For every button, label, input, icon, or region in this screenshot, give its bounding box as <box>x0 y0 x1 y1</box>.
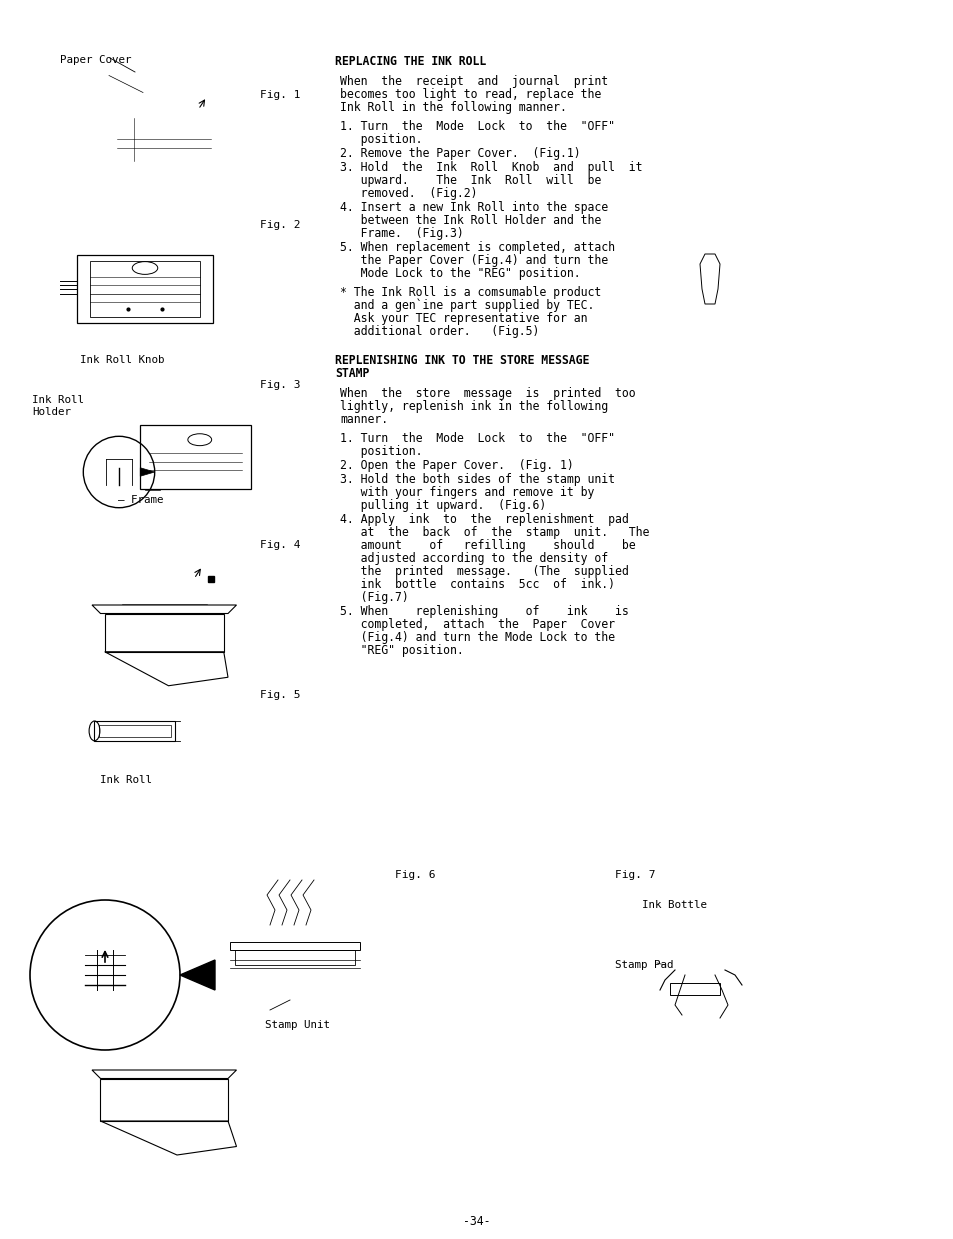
Text: 3. Hold the both sides of the stamp unit: 3. Hold the both sides of the stamp unit <box>339 473 615 486</box>
Text: 1. Turn  the  Mode  Lock  to  the  "OFF": 1. Turn the Mode Lock to the "OFF" <box>339 120 615 133</box>
Bar <box>234 950 355 965</box>
Text: Ink Roll: Ink Roll <box>32 395 84 405</box>
Text: removed.  (Fig.2): removed. (Fig.2) <box>339 187 477 199</box>
Text: (Fig.4) and turn the Mode Lock to the: (Fig.4) and turn the Mode Lock to the <box>339 631 615 644</box>
Text: When  the  store  message  is  printed  too: When the store message is printed too <box>339 387 635 400</box>
Text: additional order.   (Fig.5): additional order. (Fig.5) <box>339 325 538 338</box>
Text: When  the  receipt  and  journal  print: When the receipt and journal print <box>339 76 607 88</box>
Text: Fig. 5: Fig. 5 <box>260 690 300 700</box>
Text: * The Ink Roll is a comsumable product: * The Ink Roll is a comsumable product <box>339 286 600 299</box>
Bar <box>77 255 213 323</box>
Text: pulling it upward.  (Fig.6): pulling it upward. (Fig.6) <box>339 499 546 512</box>
Text: at  the  back  of  the  stamp  unit.   The: at the back of the stamp unit. The <box>339 527 649 539</box>
Text: and a gen`ine part supplied by TEC.: and a gen`ine part supplied by TEC. <box>339 299 594 312</box>
Text: Stamp Pad: Stamp Pad <box>615 960 673 970</box>
Polygon shape <box>140 468 154 476</box>
Text: becomes too light to read, replace the: becomes too light to read, replace the <box>339 88 600 102</box>
Text: lightly, replenish ink in the following: lightly, replenish ink in the following <box>339 400 607 413</box>
Text: — Frame: — Frame <box>118 496 163 506</box>
Text: 2. Remove the Paper Cover.  (Fig.1): 2. Remove the Paper Cover. (Fig.1) <box>339 147 580 160</box>
Text: 3. Hold  the  Ink  Roll  Knob  and  pull  it: 3. Hold the Ink Roll Knob and pull it <box>339 161 641 173</box>
Text: Paper Cover: Paper Cover <box>60 55 132 64</box>
Text: position.: position. <box>339 445 422 458</box>
Text: Fig. 3: Fig. 3 <box>260 380 300 390</box>
Text: completed,  attach  the  Paper  Cover: completed, attach the Paper Cover <box>339 618 615 631</box>
Text: Ask your TEC representative for an: Ask your TEC representative for an <box>339 312 587 325</box>
Text: manner.: manner. <box>339 413 388 426</box>
Bar <box>99 725 171 737</box>
Bar <box>140 425 251 489</box>
Text: Frame.  (Fig.3): Frame. (Fig.3) <box>339 227 463 240</box>
Text: Fig. 7: Fig. 7 <box>615 870 655 880</box>
Text: adjusted according to the density of: adjusted according to the density of <box>339 553 607 565</box>
Text: "REG" position.: "REG" position. <box>339 644 463 657</box>
Text: Ink Roll: Ink Roll <box>100 776 152 786</box>
Text: 4. Apply  ink  to  the  replenishment  pad: 4. Apply ink to the replenishment pad <box>339 513 628 527</box>
Bar <box>90 261 200 317</box>
Text: Fig. 2: Fig. 2 <box>260 221 300 230</box>
Text: ink  bottle  contains  5cc  of  ink.): ink bottle contains 5cc of ink.) <box>339 579 615 591</box>
Text: 5. When    replenishing    of    ink    is: 5. When replenishing of ink is <box>339 605 628 618</box>
Text: amount    of   refilling    should    be: amount of refilling should be <box>339 539 635 553</box>
Text: position.: position. <box>339 133 422 146</box>
Text: Holder: Holder <box>32 406 71 418</box>
Bar <box>669 983 720 995</box>
Text: upward.    The  Ink  Roll  will  be: upward. The Ink Roll will be <box>339 173 600 187</box>
Text: Fig. 6: Fig. 6 <box>395 870 435 880</box>
Text: the Paper Cover (Fig.4) and turn the: the Paper Cover (Fig.4) and turn the <box>339 254 607 266</box>
Text: Fig. 4: Fig. 4 <box>260 540 300 550</box>
Bar <box>230 942 359 950</box>
Text: 2. Open the Paper Cover.  (Fig. 1): 2. Open the Paper Cover. (Fig. 1) <box>339 458 573 472</box>
Text: 4. Insert a new Ink Roll into the space: 4. Insert a new Ink Roll into the space <box>339 201 607 214</box>
Text: Mode Lock to the "REG" position.: Mode Lock to the "REG" position. <box>339 266 580 280</box>
Text: the  printed  message.   (The  supplied: the printed message. (The supplied <box>339 565 628 579</box>
Text: Ink Roll in the following manner.: Ink Roll in the following manner. <box>339 102 566 114</box>
Text: REPLACING THE INK ROLL: REPLACING THE INK ROLL <box>335 55 486 68</box>
Text: STAMP: STAMP <box>335 367 369 380</box>
Bar <box>94 721 175 741</box>
Text: -34-: -34- <box>463 1215 490 1228</box>
Text: with your fingers and remove it by: with your fingers and remove it by <box>339 486 594 499</box>
Text: Stamp Unit: Stamp Unit <box>265 1020 330 1030</box>
Text: between the Ink Roll Holder and the: between the Ink Roll Holder and the <box>339 214 600 227</box>
Text: Ink Roll Knob: Ink Roll Knob <box>80 356 164 366</box>
Text: Ink Bottle: Ink Bottle <box>641 900 706 909</box>
Polygon shape <box>180 960 214 990</box>
Text: 5. When replacement is completed, attach: 5. When replacement is completed, attach <box>339 242 615 254</box>
Text: (Fig.7): (Fig.7) <box>339 591 408 603</box>
Text: Fig. 1: Fig. 1 <box>260 90 300 100</box>
Text: REPLENISHING INK TO THE STORE MESSAGE: REPLENISHING INK TO THE STORE MESSAGE <box>335 354 589 367</box>
Text: 1. Turn  the  Mode  Lock  to  the  "OFF": 1. Turn the Mode Lock to the "OFF" <box>339 432 615 445</box>
